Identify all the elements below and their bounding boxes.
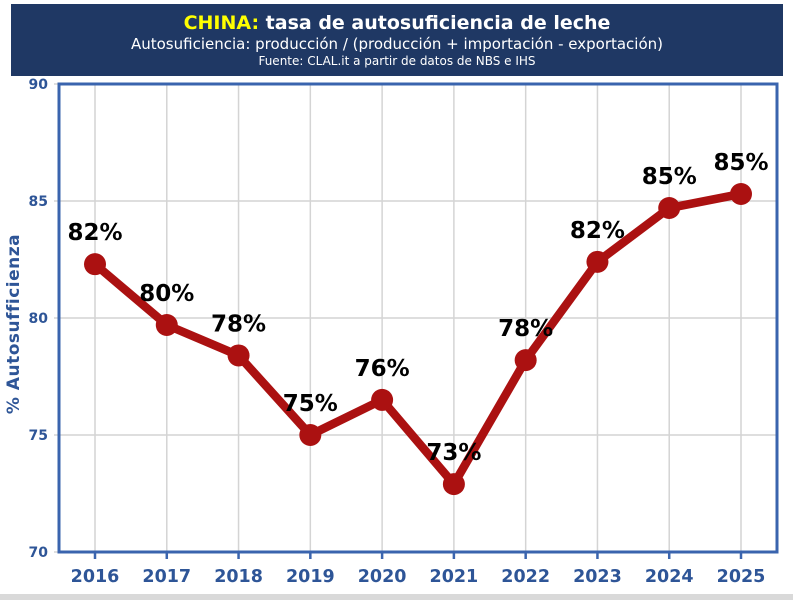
chart-source: Fuente: CLAL.it a partir de datos de NBS…: [258, 53, 536, 68]
data-point: [514, 349, 537, 372]
y-tick-label: 90: [29, 77, 49, 93]
bottom-edge-strip: [0, 594, 793, 600]
y-tick-label: 70: [29, 545, 49, 561]
data-label: 75%: [283, 391, 338, 417]
chart-header: CHINA: tasa de autosuficiencia de leche …: [11, 4, 783, 76]
x-tick-label: 2022: [501, 567, 550, 587]
x-tick-label: 2020: [358, 567, 407, 587]
chart-title: CHINA: tasa de autosuficiencia de leche: [11, 12, 783, 34]
data-label: 78%: [498, 316, 553, 342]
x-tick-label: 2021: [430, 567, 479, 587]
data-point: [586, 250, 609, 273]
y-tick-label: 85: [29, 194, 48, 210]
y-tick-label: 75: [29, 428, 48, 444]
chart-title-country: CHINA:: [183, 11, 260, 34]
data-point: [658, 197, 681, 220]
y-tick-label: 80: [29, 311, 49, 327]
data-label: 82%: [570, 218, 625, 244]
chart-title-text: tasa de autosuficiencia de leche: [259, 11, 611, 34]
data-label: 85%: [713, 150, 768, 176]
data-point: [227, 344, 250, 367]
data-label: 80%: [139, 281, 194, 307]
data-point: [730, 182, 752, 205]
x-tick-label: 2025: [717, 567, 766, 587]
y-axis-title: % Autosufficienza: [4, 233, 24, 415]
data-point: [442, 473, 465, 496]
data-point: [84, 253, 106, 276]
x-tick-label: 2023: [573, 567, 622, 587]
x-tick-label: 2018: [214, 567, 263, 587]
data-label: 78%: [211, 311, 266, 337]
x-tick-label: 2019: [286, 567, 335, 587]
data-point: [155, 314, 178, 337]
x-tick-label: 2017: [142, 567, 191, 587]
data-label: 82%: [67, 220, 122, 246]
series-line: [92, 189, 742, 492]
x-tick-label: 2024: [645, 567, 694, 587]
data-point: [299, 424, 322, 446]
data-point: [371, 388, 394, 411]
data-label: 85%: [642, 164, 697, 190]
x-tick-label: 2016: [71, 567, 120, 587]
plot-frame: [57, 82, 779, 554]
data-label: 73%: [426, 440, 481, 466]
data-label: 76%: [355, 356, 410, 382]
chart-subtitle: Autosuficiencia: producción / (producció…: [130, 34, 664, 53]
